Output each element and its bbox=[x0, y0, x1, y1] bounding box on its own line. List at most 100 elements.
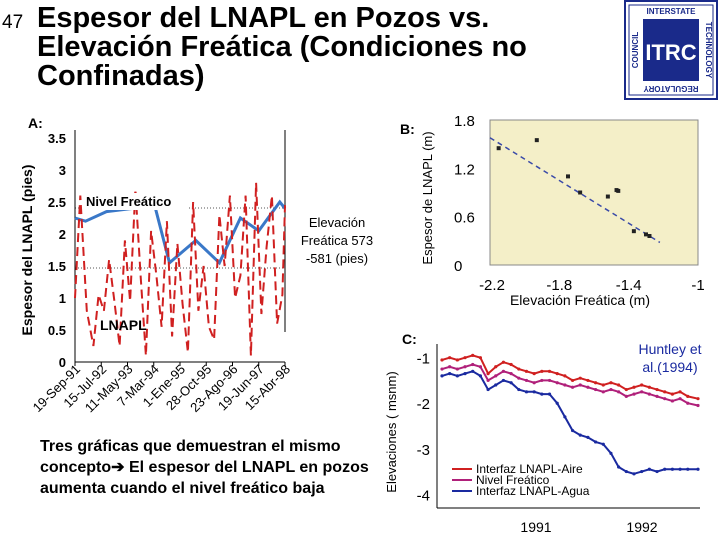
chart-c-point-1-6 bbox=[486, 378, 490, 383]
chart-c-point-2-31 bbox=[678, 467, 682, 471]
chart-a-ytick-4: 1.5 bbox=[48, 259, 66, 274]
chart-c-point-0-16 bbox=[563, 374, 567, 378]
chart-b-point-1 bbox=[534, 138, 539, 143]
chart-a-ytick-6: 0.5 bbox=[48, 323, 66, 338]
chart-c-point-0-14 bbox=[547, 369, 552, 373]
chart-c-point-2-8 bbox=[501, 378, 506, 383]
chart-c-point-0-26 bbox=[640, 383, 644, 387]
title-line-3: Confinadas) bbox=[37, 60, 205, 92]
chart-b-point-8 bbox=[644, 232, 648, 237]
chart-c-point-1-30 bbox=[670, 399, 674, 403]
chart-c-point-0-24 bbox=[624, 387, 628, 392]
chart-c-point-2-19 bbox=[586, 435, 590, 439]
chart-b-point-9 bbox=[647, 234, 652, 238]
chart-c-point-2-12 bbox=[532, 390, 536, 394]
chart-c-point-1-25 bbox=[632, 392, 636, 396]
chart-b-ytick-1: 1.2 bbox=[454, 161, 475, 178]
chart-a-annotation-line1: Elevación bbox=[309, 215, 365, 230]
chart-b-xtick-1: -1.8 bbox=[546, 277, 572, 294]
chart-c-point-0-0 bbox=[440, 358, 444, 362]
chart-c-ytick-3: -4 bbox=[417, 487, 430, 504]
chart-a-series-0 bbox=[74, 199, 287, 266]
chart-b-ytick-3: 0 bbox=[454, 258, 462, 275]
chart-c-point-2-14 bbox=[547, 392, 552, 396]
chart-c-point-2-26 bbox=[640, 469, 644, 474]
chart-c-ytick-0: -1 bbox=[417, 351, 430, 368]
chart-c-series-group bbox=[440, 353, 700, 476]
chart-c-point-2-16 bbox=[563, 415, 567, 419]
slide-title: Espesor del LNAPL en Pozos vs. Elevación… bbox=[37, 4, 597, 91]
slide-number: 47 bbox=[2, 12, 24, 33]
chart-c-ytick-1: -2 bbox=[417, 396, 430, 413]
chart-c-point-2-24 bbox=[624, 469, 628, 474]
chart-c-point-0-17 bbox=[570, 378, 575, 383]
chart-c-point-1-33 bbox=[696, 403, 700, 408]
summary-note: Tres gráficas que demuestran el mismo co… bbox=[40, 436, 370, 499]
chart-a-annotation-line2: Freática 573 bbox=[301, 233, 373, 248]
chart-c-point-0-10 bbox=[517, 367, 521, 371]
chart-c: C: Elevaciones ( msnm) -1 -2 -3 -4 Interfaz… bbox=[384, 331, 702, 535]
chart-a-ytick-7: 0 bbox=[59, 355, 66, 370]
chart-c-point-1-3 bbox=[463, 365, 467, 369]
chart-c-source-line2: al.(1994) bbox=[642, 359, 697, 375]
chart-c-point-0-3 bbox=[463, 356, 467, 360]
chart-c-point-0-8 bbox=[501, 360, 506, 364]
chart-c-xtick-1992: 1992 bbox=[626, 519, 657, 535]
chart-c-point-1-1 bbox=[448, 365, 452, 369]
chart-c-point-2-4 bbox=[471, 369, 475, 373]
chart-c-point-0-2 bbox=[455, 358, 459, 362]
chart-c-point-2-25 bbox=[632, 472, 636, 476]
chart-c-source-line1: Huntley et bbox=[638, 341, 701, 357]
chart-c-ylabel: Elevaciones ( msnm) bbox=[384, 371, 399, 492]
chart-a-ytick-group: 3.5 3 2.5 2 1.5 1 0.5 0 bbox=[48, 131, 66, 370]
chart-c-point-2-33 bbox=[696, 467, 700, 471]
chart-c-panel-label: C: bbox=[402, 331, 417, 347]
chart-c-point-0-13 bbox=[540, 369, 544, 373]
logo-text-right: TECHNOLOGY bbox=[704, 22, 713, 79]
chart-c-point-0-1 bbox=[448, 356, 452, 360]
chart-b-ytick-2: 0.6 bbox=[454, 210, 475, 227]
chart-c-point-1-20 bbox=[594, 387, 598, 392]
chart-c-point-0-28 bbox=[655, 387, 659, 392]
chart-c-point-1-4 bbox=[471, 362, 475, 367]
logo-mark-bg bbox=[643, 19, 699, 81]
chart-c-point-2-15 bbox=[555, 401, 559, 405]
chart-a-annotation-bg bbox=[288, 210, 380, 270]
logo-text-left: COUNCIL bbox=[631, 32, 640, 69]
title-line-2: Elevación Freática (Condiciones no bbox=[37, 31, 527, 63]
chart-b-ytick-group: 1.8 1.2 0.6 0 bbox=[454, 113, 475, 275]
chart-a-ytick-5: 1 bbox=[59, 291, 66, 306]
chart-a-ytick-3: 2 bbox=[59, 227, 66, 242]
chart-c-point-2-5 bbox=[478, 374, 482, 378]
logo-text-top: INTERSTATE bbox=[646, 7, 696, 16]
chart-b-point-4 bbox=[605, 194, 610, 199]
chart-c-point-2-11 bbox=[524, 390, 529, 394]
itrc-logo: INTERSTATE REGULATORY COUNCIL TECHNOLOGY… bbox=[624, 0, 718, 100]
chart-c-point-1-22 bbox=[609, 387, 613, 392]
chart-b-ytick-0: 1.8 bbox=[454, 113, 475, 130]
chart-c-point-2-9 bbox=[509, 381, 513, 385]
chart-a-label-nivel-bg bbox=[83, 193, 187, 210]
chart-b-point-7 bbox=[631, 229, 636, 234]
chart-c-point-1-18 bbox=[578, 383, 582, 387]
chart-c-point-2-18 bbox=[578, 433, 582, 437]
chart-a-label-nivel: Nivel Freático bbox=[86, 194, 171, 209]
chart-a-panel-label: A: bbox=[28, 115, 43, 131]
chart-c-point-0-18 bbox=[578, 376, 582, 380]
chart-c-point-2-21 bbox=[601, 442, 605, 446]
chart-c-point-1-15 bbox=[555, 381, 559, 385]
chart-c-point-0-7 bbox=[494, 365, 498, 369]
chart-c-point-1-26 bbox=[640, 390, 644, 394]
summary-note-part2: El espesor del LNAPL en pozos aumenta cu… bbox=[40, 459, 369, 497]
chart-c-point-0-22 bbox=[609, 381, 613, 385]
chart-b: B: Espesor de LNAPL (m) 1.81.20.60 -2.2-… bbox=[400, 113, 705, 308]
chart-c-point-2-28 bbox=[655, 469, 659, 474]
chart-c-series-2 bbox=[441, 370, 698, 475]
chart-c-point-1-19 bbox=[586, 385, 590, 389]
chart-c-point-0-27 bbox=[647, 385, 651, 389]
chart-c-point-2-0 bbox=[440, 374, 444, 378]
chart-c-point-0-19 bbox=[586, 378, 590, 383]
chart-a-ytick-1: 3 bbox=[59, 163, 66, 178]
chart-c-series-0 bbox=[441, 354, 699, 400]
